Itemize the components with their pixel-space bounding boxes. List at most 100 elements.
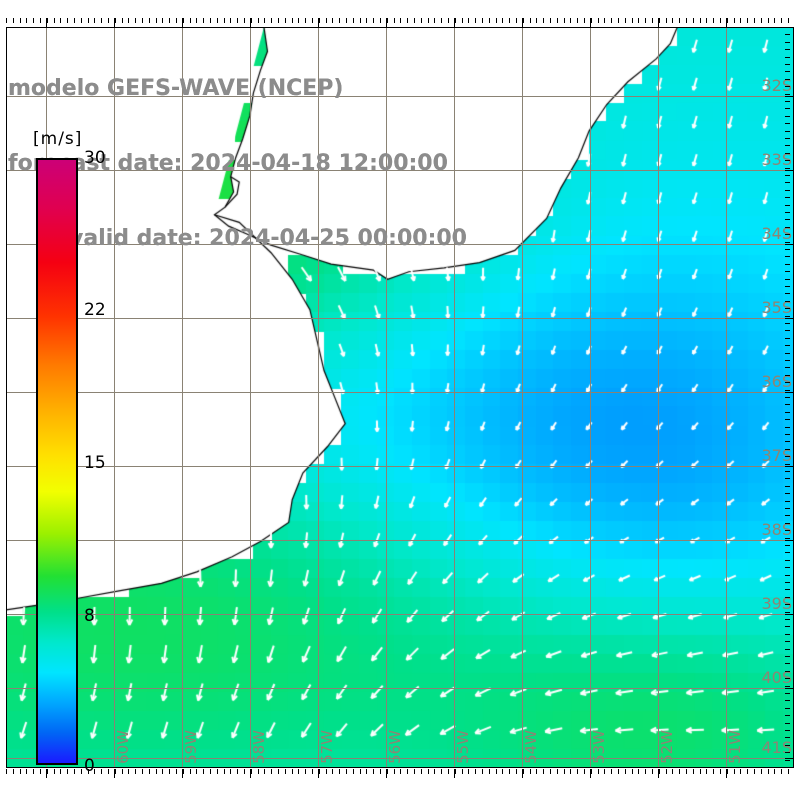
tick-mark xyxy=(312,18,313,23)
tick-mark xyxy=(598,769,599,774)
tick-mark-major xyxy=(658,769,659,778)
tick-mark xyxy=(88,18,89,23)
tick-mark xyxy=(785,515,790,516)
tick-mark xyxy=(591,769,592,774)
tick-mark xyxy=(557,18,558,23)
tick-mark-major xyxy=(114,769,115,778)
tick-mark xyxy=(785,293,790,294)
tick-mark-major xyxy=(454,18,455,27)
tick-mark xyxy=(40,18,41,23)
colorbar-units-label: [m/s] xyxy=(33,129,83,149)
tick-mark xyxy=(785,545,790,546)
tick-mark xyxy=(285,18,286,23)
tick-mark xyxy=(407,18,408,23)
colorbar-tick-15: 15 xyxy=(84,453,106,473)
tick-mark xyxy=(604,769,605,774)
tick-mark xyxy=(502,769,503,774)
gridline-lat-37S xyxy=(6,466,794,467)
tick-mark xyxy=(727,18,728,23)
tick-mark xyxy=(210,769,211,774)
tick-mark-major xyxy=(785,466,794,467)
tick-mark xyxy=(230,769,231,774)
tick-mark xyxy=(785,219,790,220)
tick-mark xyxy=(47,18,48,23)
gridline-lon-52W xyxy=(658,27,659,768)
tick-mark xyxy=(550,769,551,774)
tick-mark xyxy=(496,769,497,774)
tick-mark xyxy=(700,18,701,23)
title-valid-date: valid date: 2024-04-25 00:00:00 xyxy=(69,226,467,251)
tick-mark xyxy=(142,769,143,774)
tick-mark xyxy=(237,18,238,23)
tick-mark xyxy=(203,769,204,774)
tick-mark xyxy=(785,234,790,235)
tick-mark xyxy=(169,769,170,774)
tick-mark xyxy=(785,560,790,561)
map-plot-area[interactable]: 61W60W59W58W57W56W55W54W53W52W51W32S33S3… xyxy=(6,27,794,768)
gridline-lat-38S xyxy=(6,540,794,541)
tick-mark xyxy=(60,18,61,23)
tick-mark xyxy=(523,18,524,23)
tick-mark xyxy=(638,769,639,774)
tick-mark xyxy=(785,131,790,132)
tick-mark xyxy=(516,769,517,774)
right-tick-ruler xyxy=(785,27,795,768)
tick-mark xyxy=(298,18,299,23)
tick-mark xyxy=(785,175,790,176)
tick-mark xyxy=(785,641,790,642)
tick-mark xyxy=(679,769,680,774)
tick-mark xyxy=(203,18,204,23)
tick-mark xyxy=(462,18,463,23)
tick-mark xyxy=(543,769,544,774)
tick-mark xyxy=(645,769,646,774)
tick-mark xyxy=(380,18,381,23)
tick-mark xyxy=(366,18,367,23)
gridline-lon-55W xyxy=(454,27,455,768)
tick-mark xyxy=(785,64,790,65)
tick-mark xyxy=(455,769,456,774)
tick-mark xyxy=(611,769,612,774)
tick-mark xyxy=(686,18,687,23)
gridline-lon-53W xyxy=(590,27,591,768)
tick-mark xyxy=(638,18,639,23)
tick-mark xyxy=(754,18,755,23)
tick-mark xyxy=(625,18,626,23)
tick-mark xyxy=(509,769,510,774)
tick-mark xyxy=(251,18,252,23)
tick-mark xyxy=(686,769,687,774)
tick-mark xyxy=(785,242,790,243)
tick-mark xyxy=(785,153,790,154)
tick-mark xyxy=(785,471,790,472)
gridline-lat-41S xyxy=(6,758,794,759)
tick-mark xyxy=(693,769,694,774)
tick-mark xyxy=(346,769,347,774)
tick-mark xyxy=(183,769,184,774)
tick-mark xyxy=(26,18,27,23)
tick-mark xyxy=(33,769,34,774)
tick-mark xyxy=(679,18,680,23)
tick-mark xyxy=(785,101,790,102)
tick-mark xyxy=(785,760,790,761)
tick-mark xyxy=(761,18,762,23)
tick-mark xyxy=(785,182,790,183)
tick-mark-major xyxy=(46,18,47,27)
tick-mark xyxy=(400,769,401,774)
lon-tick-54W: 54W xyxy=(522,730,540,764)
tick-mark xyxy=(407,769,408,774)
tick-mark xyxy=(659,769,660,774)
tick-mark xyxy=(785,49,790,50)
tick-mark xyxy=(785,478,790,479)
tick-mark xyxy=(550,18,551,23)
tick-mark xyxy=(489,18,490,23)
tick-mark xyxy=(224,769,225,774)
tick-mark-major xyxy=(250,769,251,778)
colorbar[interactable] xyxy=(36,158,78,765)
tick-mark xyxy=(128,769,129,774)
tick-mark xyxy=(54,769,55,774)
tick-mark xyxy=(611,18,612,23)
tick-mark-major xyxy=(658,18,659,27)
tick-mark xyxy=(584,18,585,23)
tick-mark xyxy=(645,18,646,23)
tick-mark xyxy=(785,316,790,317)
tick-mark xyxy=(740,769,741,774)
